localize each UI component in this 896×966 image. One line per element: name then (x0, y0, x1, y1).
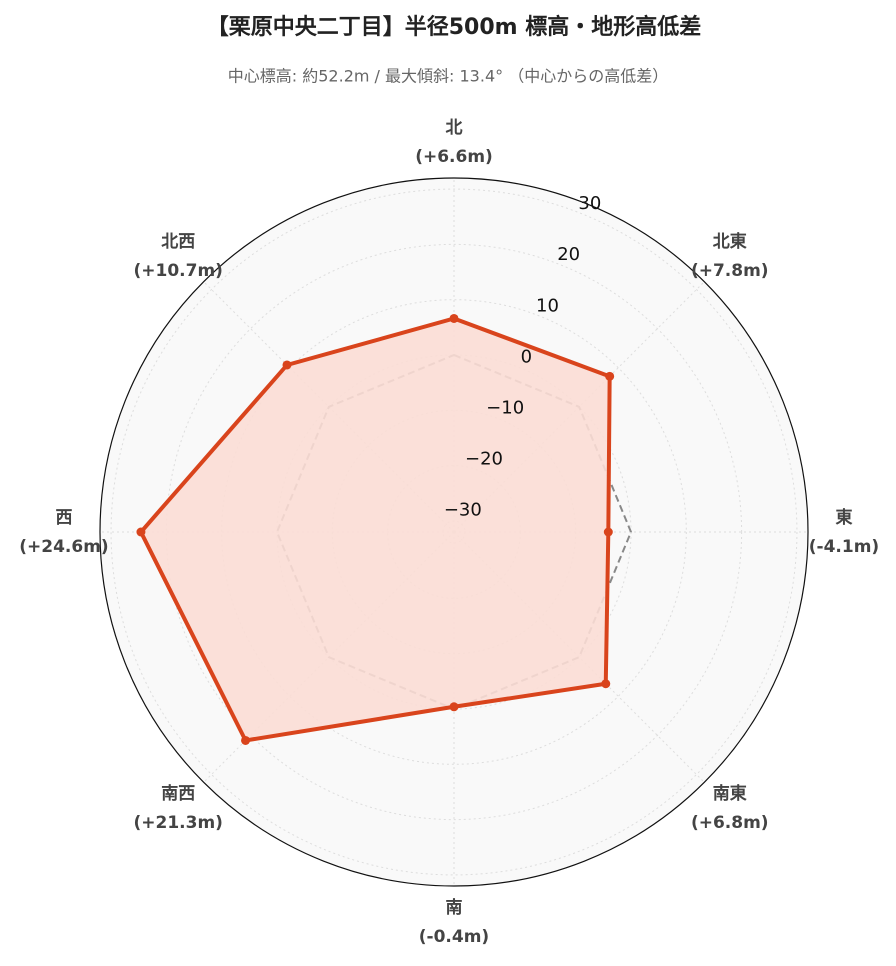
value-label: (-4.1m) (809, 537, 879, 557)
r-tick-label: −30 (444, 500, 482, 521)
chart-subtitle: 中心標高: 約52.2m / 最大傾斜: 13.4° （中心からの高低差） (228, 67, 668, 86)
chart-title: 【栗原中央二丁目】半径500m 標高・地形高低差 (207, 14, 702, 40)
value-label: (+7.8m) (691, 261, 769, 281)
value-label: (+6.6m) (415, 147, 493, 167)
value-label: (+10.7m) (134, 261, 223, 281)
data-point (601, 679, 611, 689)
grid-circle (165, 243, 743, 821)
data-point (241, 735, 251, 745)
data-point (603, 527, 613, 537)
value-label: (-0.4m) (419, 927, 489, 947)
value-label: (+6.8m) (691, 813, 769, 833)
r-tick-label: 30 (578, 193, 601, 214)
category-label: 南西 (161, 783, 195, 804)
r-tick-label: 20 (557, 244, 580, 265)
data-point (449, 313, 459, 323)
category-label: 西 (56, 508, 73, 528)
r-tick-label: −10 (486, 397, 524, 418)
value-label: (+24.6m) (19, 537, 108, 557)
category-label: 北東 (713, 231, 747, 252)
grid-circle (221, 299, 687, 765)
category-label: 南東 (713, 783, 747, 804)
data-point (449, 702, 459, 712)
data-point (282, 360, 292, 370)
r-tick-label: 10 (536, 295, 559, 316)
r-tick-label: −20 (465, 449, 503, 470)
data-point (605, 371, 615, 381)
r-tick-label: 0 (521, 346, 532, 367)
data-point (136, 527, 146, 537)
category-label: 南 (446, 897, 463, 918)
value-label: (+21.3m) (134, 813, 223, 833)
grid-circle (110, 188, 798, 876)
category-label: 東 (836, 507, 853, 528)
category-label: 北 (446, 118, 463, 138)
category-label: 北西 (161, 232, 195, 252)
outer-circle (99, 177, 809, 887)
